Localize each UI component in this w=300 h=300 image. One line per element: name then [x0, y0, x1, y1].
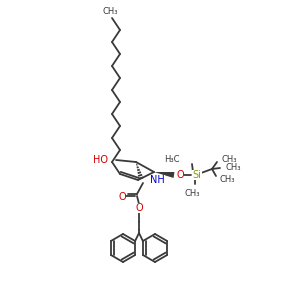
Text: NH: NH — [150, 175, 165, 185]
Text: O: O — [135, 203, 143, 213]
Text: CH₃: CH₃ — [102, 7, 118, 16]
Text: CH₃: CH₃ — [225, 164, 241, 172]
Polygon shape — [154, 172, 174, 178]
Text: CH₃: CH₃ — [222, 154, 238, 164]
Text: CH₃: CH₃ — [184, 188, 200, 197]
Text: O: O — [118, 192, 126, 202]
Text: Si: Si — [193, 170, 201, 180]
Text: H₃C: H₃C — [164, 155, 180, 164]
Text: HO: HO — [93, 155, 108, 165]
Text: O: O — [176, 170, 184, 180]
Text: CH₃: CH₃ — [220, 175, 236, 184]
